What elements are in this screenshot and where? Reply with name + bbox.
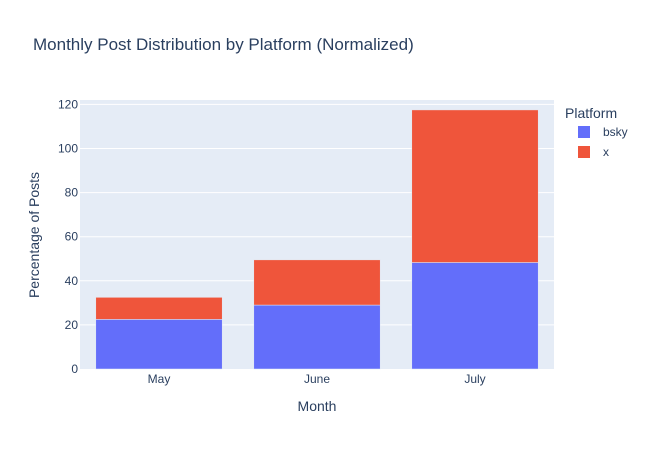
x-tick-label: July: [464, 372, 485, 386]
bar-bsky-june[interactable]: [253, 304, 381, 370]
y-axis-title: Percentage of Posts: [26, 172, 42, 298]
legend-label-bsky[interactable]: bsky: [603, 125, 628, 139]
y-tick-label: 100: [58, 142, 78, 156]
bars[interactable]: [95, 109, 539, 370]
x-tick-label: June: [304, 372, 330, 386]
x-axis-title: Month: [298, 398, 337, 414]
chart-title: Monthly Post Distribution by Platform (N…: [33, 35, 414, 54]
y-tick-label: 0: [71, 362, 78, 376]
y-tick-label: 80: [65, 186, 79, 200]
legend-title: Platform: [565, 105, 617, 121]
bar-bsky-july[interactable]: [411, 262, 539, 370]
legend-swatch-x[interactable]: [578, 146, 590, 158]
bar-bsky-may[interactable]: [95, 319, 223, 370]
legend-label-x[interactable]: x: [603, 145, 609, 159]
x-axis-ticks: May June July: [148, 372, 486, 386]
y-tick-label: 60: [65, 230, 79, 244]
legend-swatch-bsky[interactable]: [578, 126, 590, 138]
y-axis-ticks: 0 20 40 60 80 100 120: [58, 97, 78, 376]
bar-x-may[interactable]: [95, 297, 223, 320]
bar-x-june[interactable]: [253, 259, 381, 306]
y-tick-label: 20: [65, 318, 79, 332]
y-tick-label: 120: [58, 97, 78, 111]
bar-x-july[interactable]: [411, 109, 539, 263]
legend[interactable]: Platform bsky x: [565, 105, 628, 159]
y-tick-label: 40: [65, 274, 79, 288]
x-tick-label: May: [148, 372, 171, 386]
